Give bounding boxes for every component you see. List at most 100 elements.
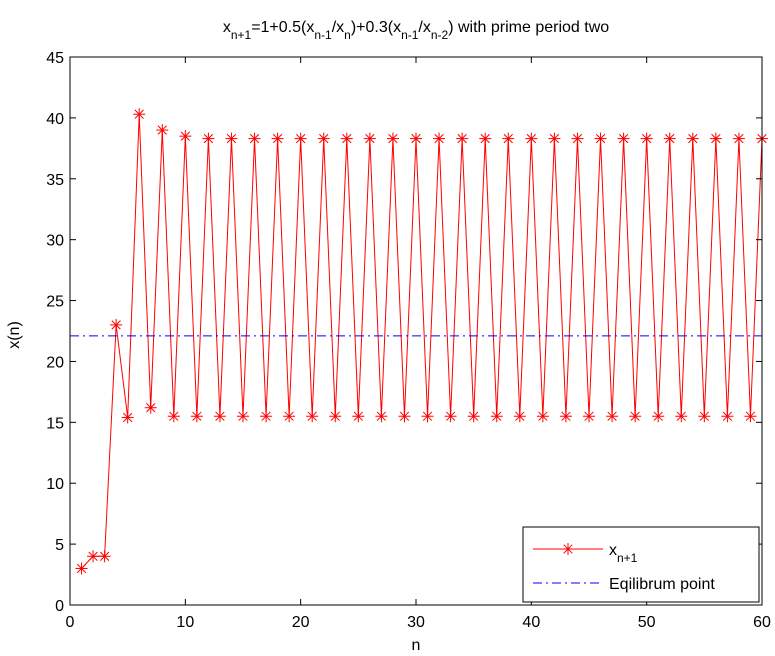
legend-label-1: Eqilibrum point: [609, 576, 715, 593]
marker-stroke: [745, 411, 756, 421]
data-point: [698, 410, 711, 423]
data-point: [594, 132, 607, 145]
data-point: [260, 410, 273, 423]
marker-stroke: [584, 411, 594, 421]
y-tick-label: 30: [46, 233, 64, 250]
y-tick-label: 35: [46, 172, 64, 189]
marker-stroke: [411, 133, 421, 144]
data-point: [675, 410, 688, 423]
data-point: [606, 410, 619, 423]
data-point: [559, 410, 572, 423]
marker-stroke: [215, 411, 225, 421]
data-point: [490, 410, 503, 423]
x-tick-label: 50: [638, 614, 656, 631]
data-point: [640, 132, 653, 145]
x-tick-label: 0: [66, 614, 75, 631]
marker-stroke: [503, 133, 513, 144]
marker-stroke: [630, 411, 640, 421]
marker-stroke: [618, 133, 629, 144]
series-line-0: [81, 114, 762, 569]
data-point: [306, 410, 319, 423]
marker-stroke: [249, 133, 260, 144]
data-point: [98, 550, 111, 563]
marker-stroke: [734, 133, 744, 144]
marker-stroke: [561, 411, 571, 421]
data-point: [479, 132, 492, 145]
marker-stroke: [422, 411, 433, 421]
marker-stroke: [111, 320, 121, 330]
marker-stroke: [203, 133, 214, 144]
marker-stroke: [653, 411, 663, 421]
x-tick-label: 60: [753, 614, 771, 631]
data-point: [87, 550, 100, 563]
data-point: [179, 130, 192, 143]
marker-stroke: [388, 133, 398, 144]
marker-stroke: [457, 133, 467, 144]
data-point: [144, 401, 157, 414]
data-point: [444, 410, 457, 423]
y-tick-label: 25: [46, 294, 64, 311]
marker-stroke: [365, 133, 375, 144]
marker-stroke: [641, 133, 652, 144]
data-point: [340, 132, 353, 145]
marker-stroke: [180, 131, 191, 141]
y-tick-label: 15: [46, 415, 64, 432]
legend: xn+1 Eqilibrum point: [522, 526, 760, 603]
data-point: [421, 410, 434, 423]
data-point: [744, 410, 757, 423]
y-tick-label: 10: [46, 476, 64, 493]
marker-stroke: [319, 133, 329, 144]
marker-stroke: [122, 412, 133, 423]
data-point: [467, 410, 480, 423]
data-point: [629, 410, 642, 423]
data-point: [709, 132, 722, 145]
chart-title: xn+1=1+0.5(xn-1/xn)+0.3(xn-1/xn-2) with …: [223, 19, 609, 42]
data-point: [502, 132, 515, 145]
data-point: [398, 410, 411, 423]
data-point: [732, 132, 745, 145]
marker-stroke: [169, 411, 179, 421]
data-point: [202, 132, 215, 145]
data-point: [110, 318, 123, 331]
data-point: [721, 410, 734, 423]
y-tick-label: 20: [46, 354, 64, 371]
data-point: [352, 410, 365, 423]
marker-stroke: [134, 109, 144, 119]
data-point: [283, 410, 296, 423]
data-point: [156, 124, 169, 137]
data-point: [317, 132, 330, 145]
marker-stroke: [549, 133, 560, 144]
y-axis-label: x(n): [6, 321, 23, 349]
y-tick-label: 45: [46, 50, 64, 67]
x-tick-label: 10: [176, 614, 194, 631]
marker-stroke: [272, 133, 283, 144]
axes: 0 10 20 30 40 50 60 0 5 10 15 20 25 30 35 40 45: [46, 50, 771, 631]
y-tick-label: 40: [46, 111, 64, 128]
marker-stroke: [434, 133, 444, 144]
marker-stroke: [526, 133, 537, 144]
data-point: [363, 132, 376, 145]
marker-stroke: [468, 411, 479, 421]
marker-stroke: [665, 133, 675, 144]
data-point: [386, 132, 399, 145]
data-point: [663, 132, 676, 145]
plot-clipped: [70, 114, 762, 569]
legend-box: [522, 526, 760, 603]
x-axis-label: n: [412, 637, 421, 654]
plot-area: [70, 108, 768, 575]
data-point: [617, 132, 630, 145]
marker-stroke: [99, 551, 110, 561]
y-tick-label: 5: [55, 537, 64, 554]
data-point: [213, 410, 226, 423]
data-point: [271, 132, 284, 145]
marker-stroke: [515, 411, 525, 421]
data-point: [548, 132, 561, 145]
marker-stroke: [538, 411, 548, 421]
data-point: [75, 562, 88, 575]
data-point: [237, 410, 249, 423]
marker-stroke: [330, 411, 340, 421]
x-tick-label: 20: [292, 614, 310, 631]
data-point: [375, 410, 388, 423]
marker-stroke: [607, 411, 617, 421]
